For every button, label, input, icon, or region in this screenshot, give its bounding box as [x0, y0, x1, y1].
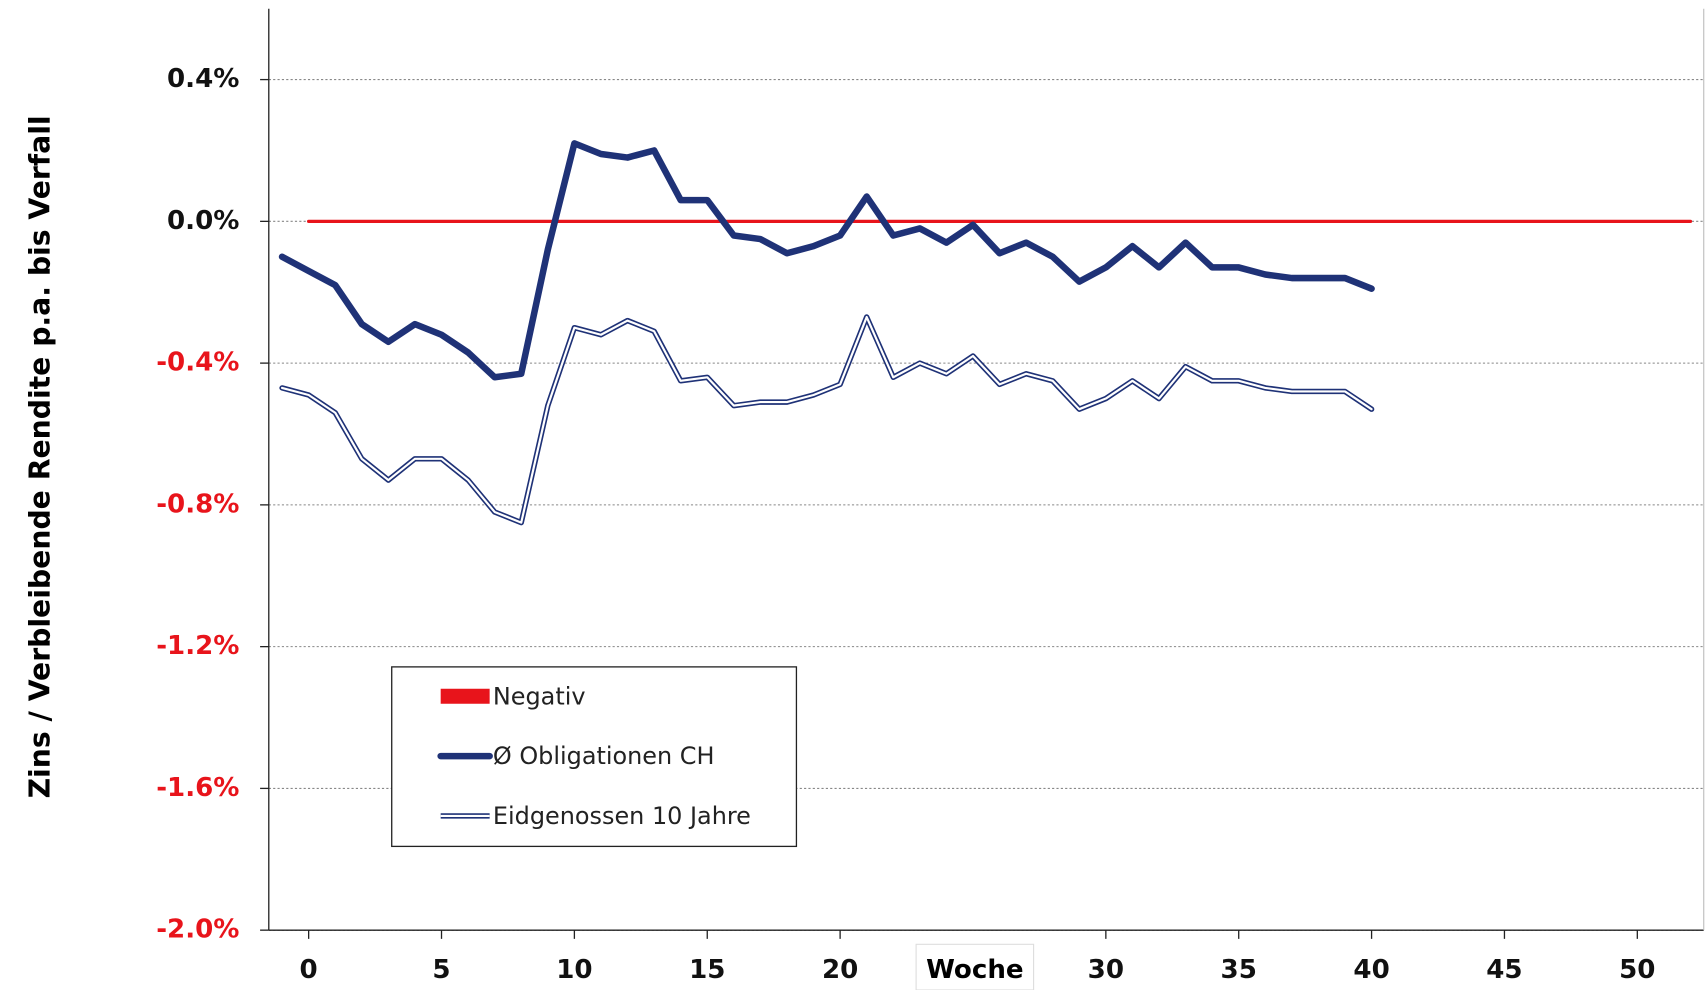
legend-label: Ø Obligationen CH — [493, 742, 715, 770]
x-axis-title: Woche — [926, 955, 1024, 985]
x-tick-label: 35 — [1221, 955, 1257, 985]
x-axis-title-box — [915, 943, 1035, 990]
y-tick-label: -2.0% — [156, 915, 239, 945]
x-tick-label: 30 — [1088, 955, 1124, 985]
x-tick-label: 50 — [1619, 955, 1655, 985]
y-tick-label: 0.4% — [167, 64, 239, 94]
y-tick-label: -0.8% — [156, 489, 239, 519]
y-tick-label: -1.2% — [156, 631, 239, 661]
x-tick-label: 10 — [556, 955, 592, 985]
line — [279, 314, 1375, 526]
legend-label: Eidgenossen 10 Jahre — [493, 802, 751, 830]
line-inner — [280, 315, 1373, 524]
line — [278, 140, 1375, 381]
legend-label: Negativ — [493, 682, 586, 710]
y-tick-label: 0.0% — [167, 206, 239, 236]
x-tick-label: 45 — [1486, 955, 1522, 985]
y-tick-label: -0.4% — [156, 348, 239, 378]
y-tick-label: -1.6% — [156, 773, 239, 803]
x-tick-label: 5 — [432, 955, 450, 985]
x-tick-label: 0 — [300, 955, 318, 985]
x-tick-label: 15 — [689, 955, 725, 985]
x-tick-label: 20 — [822, 955, 858, 985]
y-axis-title: Zins / Verbleibende Rendite p.a. bis Ver… — [23, 115, 56, 798]
x-tick-label: 40 — [1353, 955, 1389, 985]
